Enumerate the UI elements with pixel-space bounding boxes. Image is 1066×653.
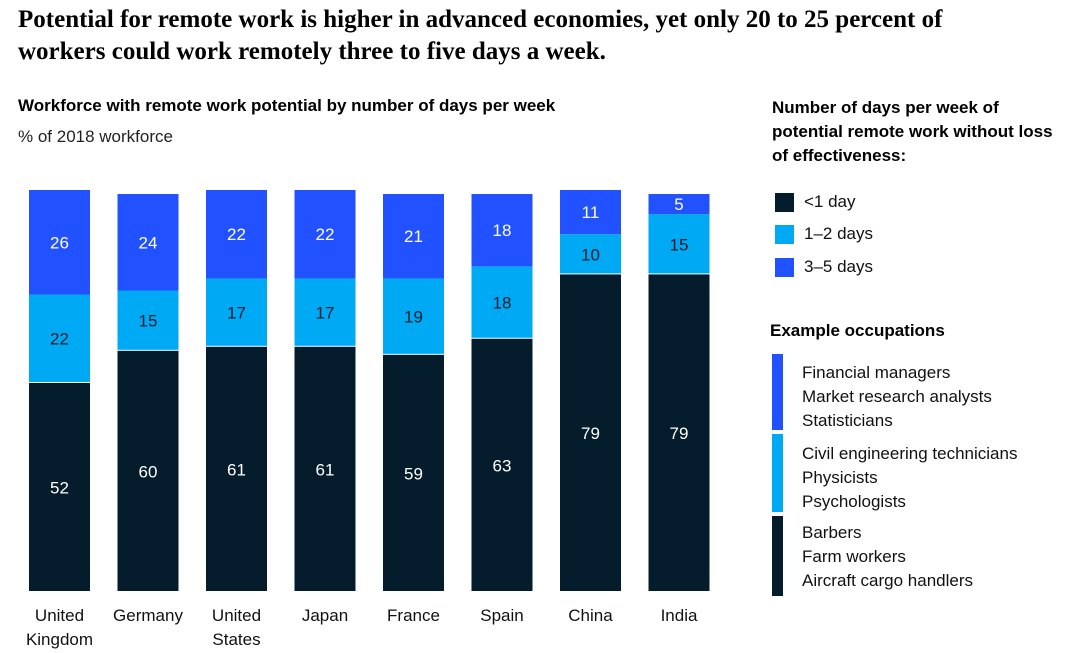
bar-segment-3-5: [206, 190, 267, 279]
occupation-item: Financial managers: [802, 363, 951, 382]
category-label: United: [212, 606, 261, 625]
occupation-item: Physicists: [802, 468, 878, 487]
headline: Potential for remote work is higher in a…: [18, 6, 943, 65]
occupation-item: Market research analysts: [802, 387, 992, 406]
occupation-item: Barbers: [802, 523, 862, 542]
data-label: 22: [227, 225, 246, 244]
data-label: 15: [670, 235, 689, 254]
category-label: Germany: [113, 606, 183, 625]
chart-title: Workforce with remote work potential by …: [18, 96, 556, 115]
bar-segment-3-5: [117, 194, 179, 291]
legend-label-3-5: 3–5 days: [804, 257, 873, 276]
data-label: 79: [581, 424, 600, 443]
legend-item-lt1: <1 day: [775, 192, 856, 212]
bar-segment-lt1: [648, 274, 710, 591]
occupation-group-1-2: Civil engineering technicians Physicists…: [772, 434, 1062, 512]
data-label: 5: [674, 195, 683, 214]
bar-segment-1-2: [471, 266, 533, 338]
data-label: 59: [404, 464, 423, 483]
data-label: 26: [50, 233, 69, 252]
data-label: 21: [404, 227, 423, 246]
data-label: 52: [50, 478, 69, 497]
occupation-bar-lt1: [772, 516, 783, 596]
bar-segment-lt1: [383, 354, 444, 591]
bar-segment-lt1: [117, 350, 179, 591]
data-label: 22: [50, 330, 69, 349]
legend-item-1-2: 1–2 days: [775, 224, 873, 244]
category-label: France: [387, 606, 440, 625]
data-label: 61: [316, 460, 335, 479]
data-label: 79: [670, 424, 689, 443]
bar-segment-1-2: [206, 278, 267, 346]
data-label: 60: [139, 462, 158, 481]
data-label: 15: [139, 312, 158, 331]
category-label: Spain: [480, 606, 523, 625]
occupation-item: Statisticians: [802, 411, 893, 430]
legend-swatch-1-2: [775, 224, 794, 244]
bar-segment-lt1: [206, 346, 267, 591]
category-label: United: [35, 606, 84, 625]
category-label: China: [568, 606, 613, 625]
data-label: 17: [316, 304, 335, 323]
occupation-bar-1-2: [772, 434, 783, 512]
bar-segment-3-5: [383, 194, 444, 279]
data-label: 24: [139, 233, 158, 252]
legend-label-1-2: 1–2 days: [804, 224, 873, 243]
data-label: 19: [404, 308, 423, 327]
occupation-group-lt1: Barbers Farm workers Aircraft cargo hand…: [772, 516, 1062, 596]
bar-segment-3-5: [29, 190, 90, 295]
data-label: 22: [316, 225, 335, 244]
data-label: 18: [493, 221, 512, 240]
legend-label-lt1: <1 day: [804, 192, 856, 211]
bar-segment-3-5: [294, 190, 356, 279]
legend-item-3-5: 3–5 days: [775, 257, 873, 277]
category-label: Kingdom: [26, 630, 93, 649]
bar-segment-3-5: [471, 194, 533, 267]
bar-segment-1-2: [29, 294, 90, 382]
bar-segment-1-2: [560, 234, 621, 274]
legend-swatch-3-5: [775, 257, 794, 277]
category-label: Japan: [302, 606, 348, 625]
occupations-title: Example occupations: [770, 321, 945, 340]
data-label: 18: [493, 294, 512, 313]
legend-swatch-lt1: [775, 192, 794, 212]
category-label: India: [661, 606, 698, 625]
bar-segment-1-2: [294, 278, 356, 346]
data-label: 61: [227, 460, 246, 479]
category-label: States: [212, 630, 260, 649]
bar-segment-lt1: [560, 274, 621, 591]
data-label: 10: [581, 245, 600, 264]
occupation-item: Psychologists: [802, 492, 906, 511]
data-label: 17: [227, 304, 246, 323]
occupation-group-3-5: Financial managers Market research analy…: [772, 354, 1062, 430]
bar-segment-1-2: [648, 214, 710, 274]
legend-title: Number of days per week of potential rem…: [772, 98, 1053, 165]
occupation-item: Civil engineering technicians: [802, 444, 1018, 463]
data-label: 63: [493, 456, 512, 475]
bar-segment-lt1: [29, 382, 90, 591]
bar-segment-lt1: [294, 346, 356, 591]
occupation-item: Aircraft cargo handlers: [802, 571, 974, 590]
chart-subtitle: % of 2018 workforce: [18, 127, 173, 146]
data-label: 11: [582, 203, 600, 222]
bar-segment-1-2: [383, 278, 444, 354]
bar-segment-3-5: [560, 190, 621, 235]
bar-segment-lt1: [471, 338, 533, 591]
bar-segment-3-5: [648, 194, 710, 215]
stacked-bar-chart: 52 22 26 United Kingdom 60 15 24 Germany 61 17 22 Un…: [26, 190, 710, 649]
occupation-bar-3-5: [772, 354, 783, 430]
occupation-item: Farm workers: [802, 547, 906, 566]
bar-segment-1-2: [117, 290, 179, 350]
